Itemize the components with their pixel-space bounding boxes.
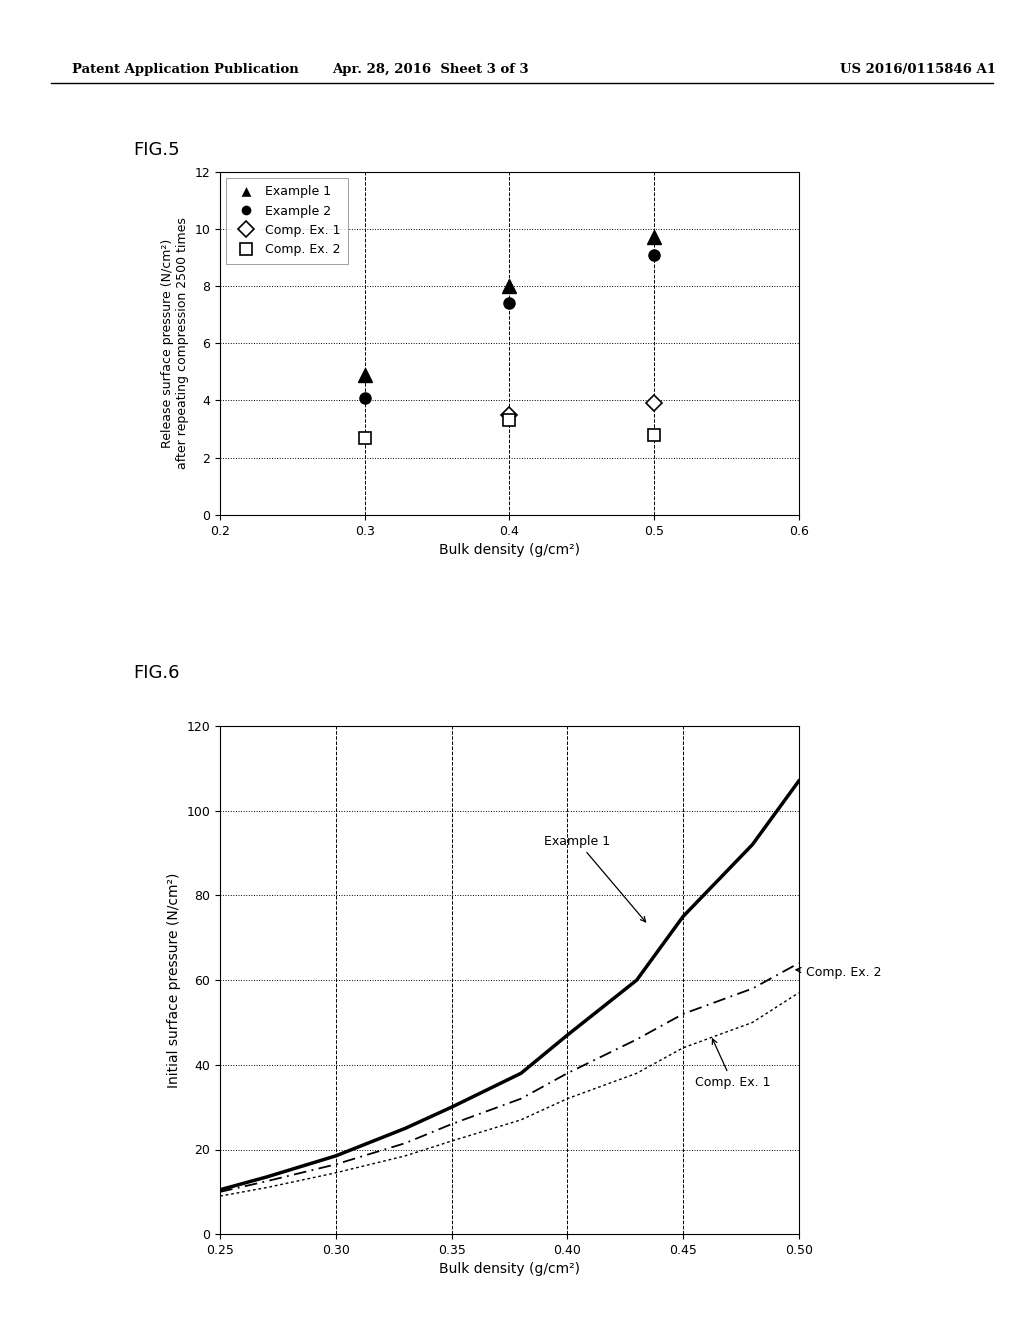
Text: Comp. Ex. 1: Comp. Ex. 1 xyxy=(694,1039,770,1089)
Text: Comp. Ex. 2: Comp. Ex. 2 xyxy=(796,966,882,979)
Text: Example 1: Example 1 xyxy=(544,834,645,921)
Text: Apr. 28, 2016  Sheet 3 of 3: Apr. 28, 2016 Sheet 3 of 3 xyxy=(332,63,528,77)
Legend: Example 1, Example 2, Comp. Ex. 1, Comp. Ex. 2: Example 1, Example 2, Comp. Ex. 1, Comp.… xyxy=(226,178,348,264)
Y-axis label: Release surface pressure (N/cm²)
after repeating compression 2500 times: Release surface pressure (N/cm²) after r… xyxy=(161,218,189,469)
Text: FIG.6: FIG.6 xyxy=(133,664,179,682)
Text: Patent Application Publication: Patent Application Publication xyxy=(72,63,298,77)
Y-axis label: Initial surface pressure (N/cm²): Initial surface pressure (N/cm²) xyxy=(167,873,181,1088)
X-axis label: Bulk density (g/cm²): Bulk density (g/cm²) xyxy=(439,543,580,557)
X-axis label: Bulk density (g/cm²): Bulk density (g/cm²) xyxy=(439,1262,580,1276)
Text: FIG.5: FIG.5 xyxy=(133,141,180,160)
Text: US 2016/0115846 A1: US 2016/0115846 A1 xyxy=(840,63,995,77)
